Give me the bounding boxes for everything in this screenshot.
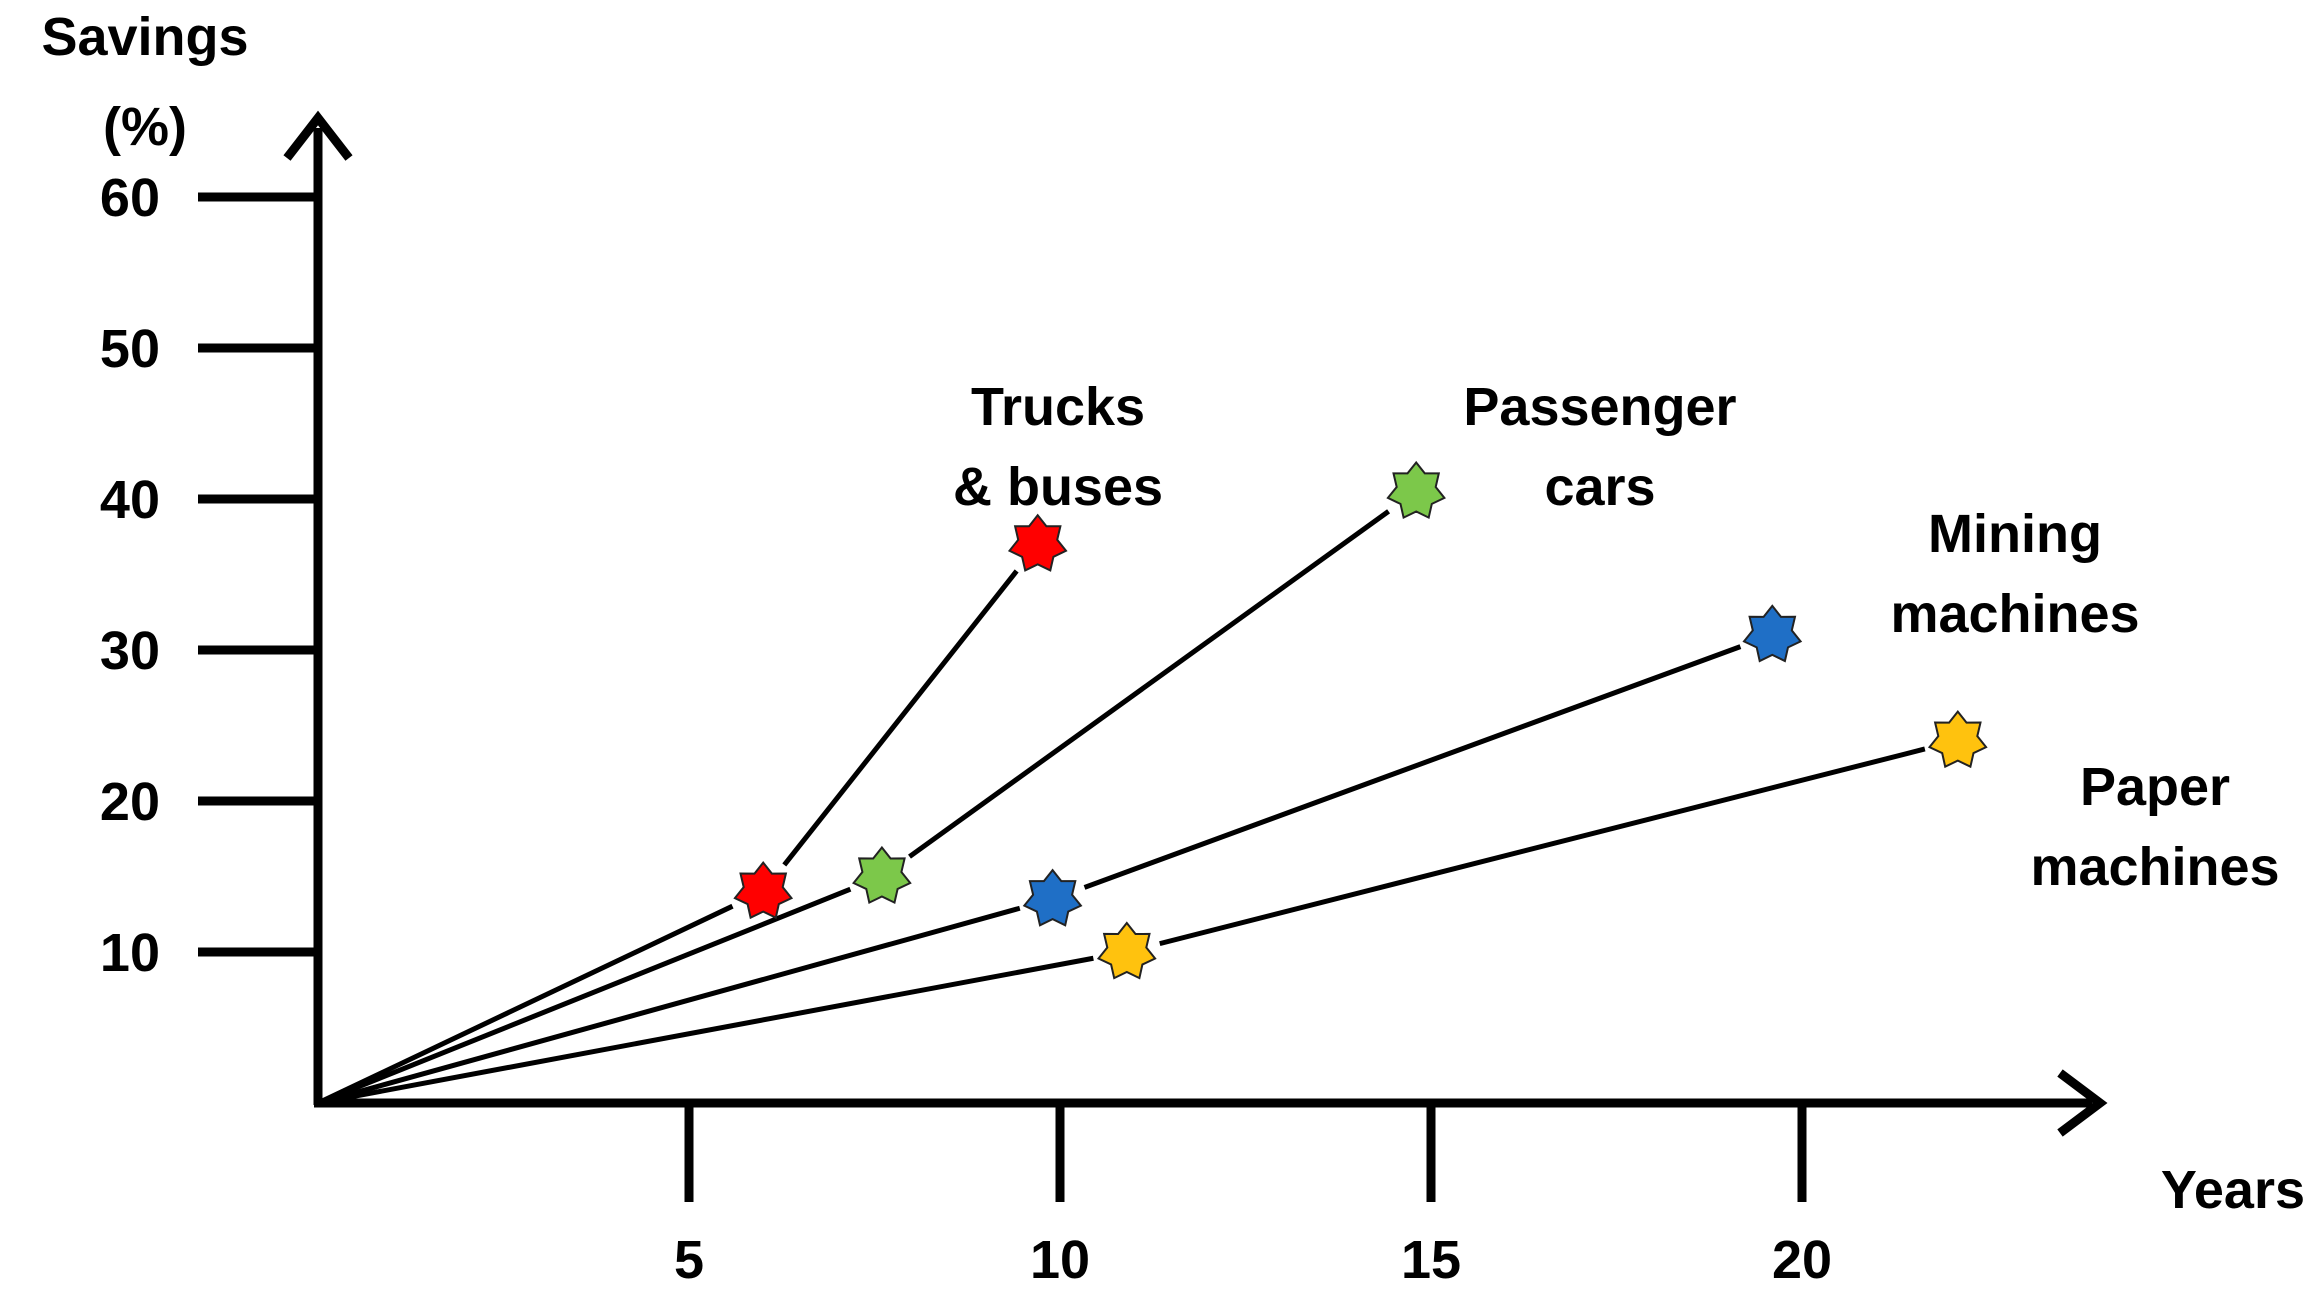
label-passenger-cars-line-1: Passenger xyxy=(1463,377,1736,437)
x-ticks: 5 10 15 20 xyxy=(674,1103,1832,1290)
x-tick-label-5: 5 xyxy=(674,1230,704,1290)
series-0-segment-1 xyxy=(782,569,1019,867)
series-3-marker-2 xyxy=(1927,709,1988,769)
series-2-marker-2 xyxy=(1742,604,1803,663)
y-axis-arrowhead xyxy=(283,110,353,161)
x-axis-title: Years xyxy=(2161,1160,2305,1220)
y-axis-title-line-2: (%) xyxy=(103,97,187,157)
series-1-segment-0 xyxy=(317,886,852,1106)
series-3-segment-0 xyxy=(317,955,1094,1106)
y-tick-label-50: 50 xyxy=(100,319,160,379)
series-2-marker-1 xyxy=(1022,868,1083,927)
series-3-segment-1 xyxy=(1159,746,1926,947)
series-lines xyxy=(316,509,1926,1106)
series-2-segment-0 xyxy=(317,905,1021,1106)
series-markers xyxy=(733,460,1988,980)
series-1-marker-1 xyxy=(852,845,912,905)
series-1-marker-2 xyxy=(1386,460,1446,520)
series-0-marker-1 xyxy=(733,860,794,920)
y-tick-label-30: 30 xyxy=(100,621,160,681)
series-2-segment-1 xyxy=(1083,644,1742,890)
label-paper-machines-line-2: machines xyxy=(2030,837,2279,897)
label-paper-machines-line-1: Paper xyxy=(2080,757,2230,817)
y-axis-title-line-1: Savings xyxy=(41,7,248,67)
label-mining-machines-line-1: Mining xyxy=(1928,504,2102,564)
series-3-marker-1 xyxy=(1096,921,1157,980)
y-tick-label-10: 10 xyxy=(100,923,160,983)
x-tick-label-20: 20 xyxy=(1772,1230,1832,1290)
series-1-segment-1 xyxy=(908,509,1391,859)
series-0-marker-2 xyxy=(1007,513,1068,572)
series-labels: Trucks & buses Passenger cars Mining mac… xyxy=(953,377,2280,897)
x-axis-arrowhead xyxy=(2057,1069,2108,1137)
y-tick-label-40: 40 xyxy=(100,470,160,530)
y-tick-label-20: 20 xyxy=(100,772,160,832)
axes xyxy=(283,110,2108,1137)
x-tick-label-15: 15 xyxy=(1401,1230,1461,1290)
series-0-segment-0 xyxy=(316,903,734,1106)
label-trucks-buses-line-2: & buses xyxy=(953,457,1163,517)
y-ticks: 10 20 30 40 50 60 xyxy=(100,168,318,983)
y-tick-label-60: 60 xyxy=(100,168,160,228)
x-tick-label-10: 10 xyxy=(1030,1230,1090,1290)
label-mining-machines-line-2: machines xyxy=(1890,584,2139,644)
label-passenger-cars-line-2: cars xyxy=(1544,457,1655,517)
label-trucks-buses-line-1: Trucks xyxy=(971,377,1145,437)
